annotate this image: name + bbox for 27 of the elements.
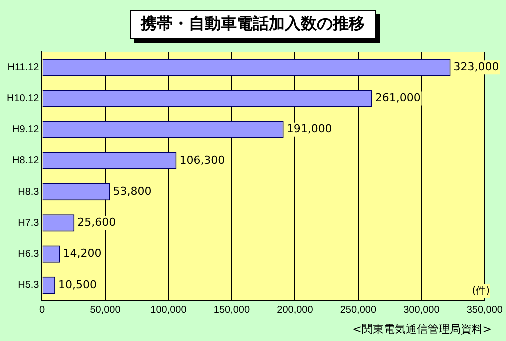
y-tick-label: H7.3 <box>18 218 40 229</box>
data-label: 191,000 <box>286 122 332 136</box>
y-tick-label: H10.12 <box>6 93 40 104</box>
y-tick-label: H8.3 <box>18 186 40 198</box>
x-tick-label: 0 <box>39 304 46 316</box>
data-label: 323,000 <box>454 60 500 74</box>
data-label: 10,500 <box>58 278 98 292</box>
x-tick-label: 100,000 <box>150 304 188 316</box>
y-tick-label: H9.12 <box>12 124 40 136</box>
x-tick-label: 250,000 <box>340 304 377 316</box>
text: <関東電気通信管理局資料> <box>352 322 492 337</box>
data-label: 25,600 <box>78 216 116 230</box>
x-axis-title: (件) <box>472 284 490 298</box>
y-tick-label: H5.3 <box>18 280 40 292</box>
data-label: 106,300 <box>180 154 226 167</box>
x-tick-label: 300,000 <box>404 304 440 316</box>
data-label: 14,200 <box>63 247 102 260</box>
data-label: 53,800 <box>113 184 152 198</box>
x-tick-label: 200,000 <box>277 304 314 316</box>
x-tick-label: 350,000 <box>466 304 504 316</box>
chart-title: 携帯・自動車電話加入数の推移 <box>130 10 376 39</box>
y-tick-label: H8.12 <box>12 156 40 167</box>
y-tick-label: H11.12 <box>8 62 40 74</box>
x-tick-label: 50,000 <box>90 304 122 316</box>
y-tick-label: H6.3 <box>18 249 40 260</box>
x-tick-label: 150,000 <box>214 304 250 316</box>
data-label: 261,000 <box>375 92 421 105</box>
